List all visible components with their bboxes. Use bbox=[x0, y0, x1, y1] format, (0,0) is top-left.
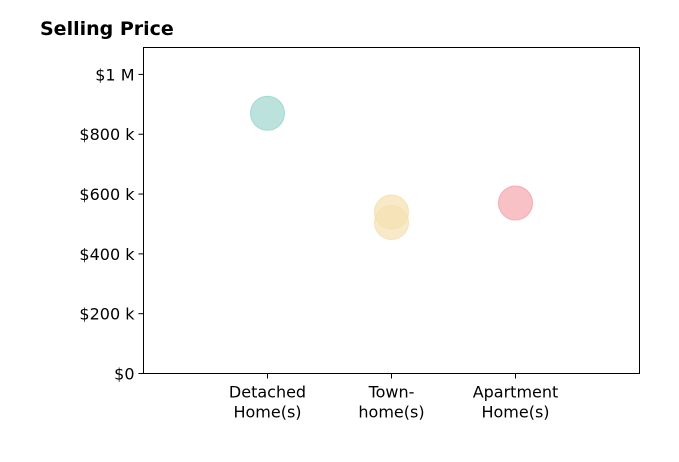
y-tick-label: $600 k bbox=[79, 185, 135, 204]
data-point bbox=[374, 204, 409, 240]
y-tick-label: $1 M bbox=[95, 65, 134, 84]
y-tick-label: $800 k bbox=[79, 125, 135, 144]
chart-title: Selling Price bbox=[40, 18, 174, 40]
y-axis: $0 $200 k $400 k $600 k $800 k $1 M bbox=[79, 65, 144, 384]
y-tick-label: $200 k bbox=[79, 305, 135, 324]
x-tick-label: Town-home(s) bbox=[358, 383, 424, 422]
data-point bbox=[250, 95, 285, 131]
x-axis: Detached Home(s) Town-home(s) Apartment Home… bbox=[229, 373, 559, 422]
x-tick-label: Detached Home(s) bbox=[229, 383, 306, 422]
y-tick-label: $0 bbox=[114, 365, 134, 384]
data-points bbox=[250, 95, 533, 240]
y-tick-label: $400 k bbox=[79, 245, 135, 264]
x-tick-label: Apartment Home(s) bbox=[473, 383, 559, 422]
data-point bbox=[498, 185, 533, 221]
